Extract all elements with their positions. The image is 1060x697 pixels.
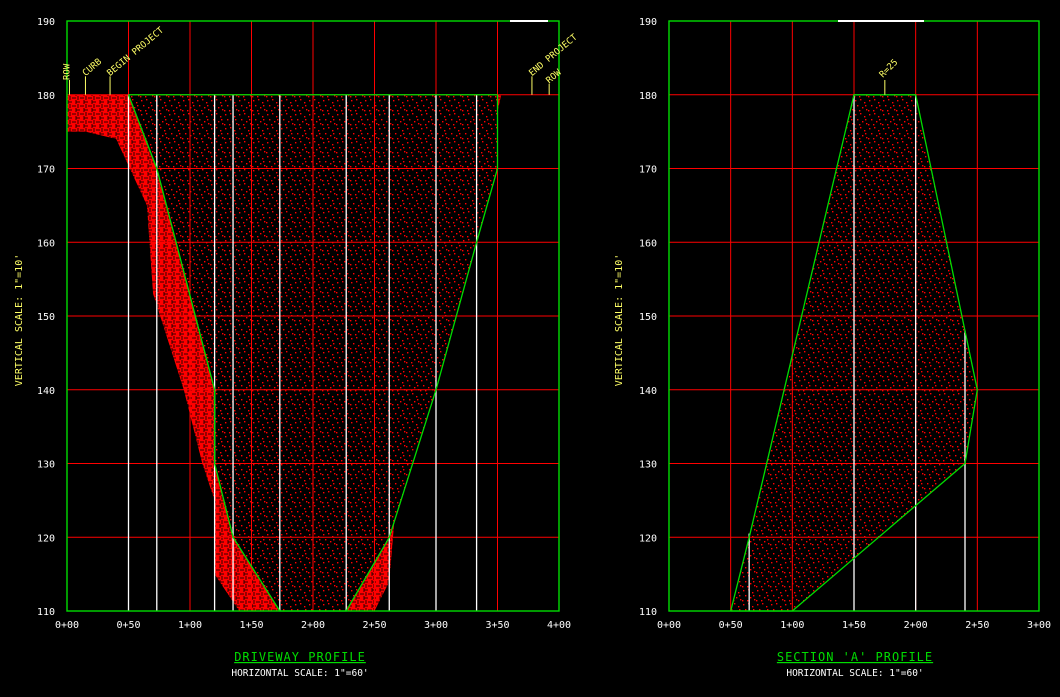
section-subtitle: HORIZONTAL SCALE: 1"=60'	[786, 668, 923, 679]
y-tick-label: 190	[639, 17, 657, 28]
section-title: SECTION 'A' PROFILE	[777, 650, 933, 664]
y-tick-label: 170	[639, 165, 657, 176]
y-tick-label: 120	[639, 533, 657, 544]
y-tick-label: 150	[639, 312, 657, 323]
x-tick-label: 0+50	[719, 620, 743, 631]
x-tick-label: 3+00	[1027, 620, 1051, 631]
y-tick-label: 160	[37, 238, 55, 249]
y-tick-label: 140	[37, 386, 55, 397]
section-station-lines	[748, 94, 966, 611]
x-tick-label: 1+00	[780, 620, 804, 631]
y-tick-label: 130	[37, 460, 55, 471]
x-tick-label: 2+50	[965, 620, 989, 631]
y-tick-label: 150	[37, 312, 55, 323]
annotation-label: BEGIN PROJECT	[106, 25, 167, 78]
section-profile-lines	[730, 94, 978, 612]
section-annotations: R=25	[878, 58, 900, 95]
x-tick-label: 1+00	[178, 620, 202, 631]
x-tick-label: 0+00	[55, 620, 79, 631]
x-tick-label: 0+00	[657, 620, 681, 631]
x-tick-label: 1+50	[842, 620, 866, 631]
annotation-label: R=25	[878, 58, 900, 80]
driveway-subtitle: HORIZONTAL SCALE: 1"=60'	[231, 668, 368, 679]
driveway-title: DRIVEWAY PROFILE	[234, 650, 366, 664]
driveway-tick-labels: 0+00 0+50 1+00 1+50 2+00 2+50 3+00 3+50 4+00 110 1…	[37, 17, 571, 631]
section-profile-line	[730, 94, 978, 612]
driveway-plot-frame	[66, 20, 560, 612]
y-tick-label: 120	[37, 533, 55, 544]
y-tick-label: 140	[639, 386, 657, 397]
y-tick-label: 190	[37, 17, 55, 28]
x-tick-label: 0+50	[116, 620, 140, 631]
x-tick-label: 2+00	[904, 620, 928, 631]
y-tick-label: 180	[37, 91, 55, 102]
driveway-y-axis-label: VERTICAL SCALE: 1"=10'	[14, 254, 25, 386]
x-tick-label: 2+50	[362, 620, 386, 631]
x-tick-label: 3+50	[485, 620, 509, 631]
x-tick-label: 3+00	[424, 620, 448, 631]
annotation-label: ROW	[62, 63, 72, 80]
y-tick-label: 170	[37, 165, 55, 176]
x-tick-label: 1+50	[239, 620, 263, 631]
y-tick-label: 130	[639, 460, 657, 471]
y-tick-label: 110	[639, 607, 657, 618]
y-tick-label: 160	[639, 238, 657, 249]
section-tick-labels: 0+00 0+50 1+00 1+50 2+00 2+50 3+00 110 120 130 140…	[639, 17, 1051, 631]
annotation-label: CURB	[81, 57, 104, 79]
y-tick-label: 110	[37, 607, 55, 618]
annotation-label: ROW	[545, 68, 564, 86]
section-y-axis-label: VERTICAL SCALE: 1"=10'	[614, 254, 625, 386]
section-plot-frame	[668, 20, 1040, 612]
plot-frame	[66, 20, 560, 612]
y-tick-label: 180	[639, 91, 657, 102]
x-tick-label: 4+00	[547, 620, 571, 631]
x-tick-label: 2+00	[301, 620, 325, 631]
driveway-station-lines	[127, 94, 478, 611]
